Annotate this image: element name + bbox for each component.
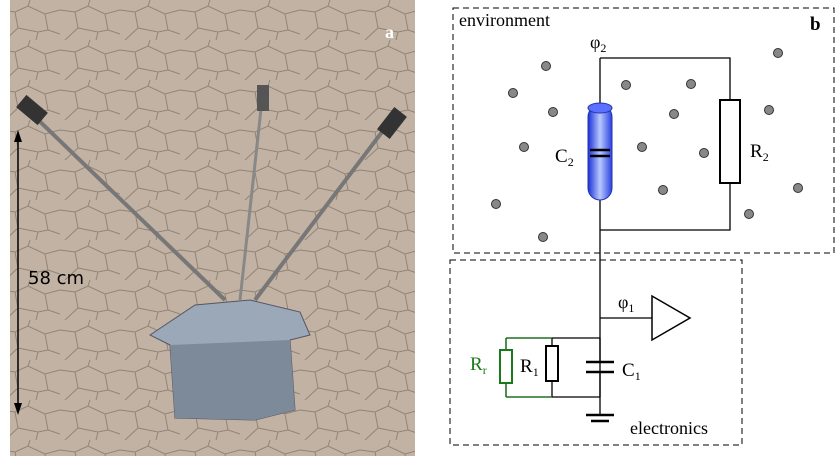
- electronics-label: electronics: [630, 418, 708, 438]
- page: 58 cm a environment b electronics φ2 C2 …: [0, 0, 835, 463]
- phi1-label: φ1: [618, 292, 634, 315]
- phi2-label: φ2: [590, 32, 606, 55]
- c1-label: C1: [622, 360, 641, 383]
- panel-label: b: [810, 14, 821, 35]
- resistor-r2: [720, 100, 740, 183]
- scale-label: 58 cm: [28, 268, 84, 289]
- r1-label: R1: [520, 356, 539, 379]
- r2-label: R2: [750, 141, 769, 164]
- rr-label: Rr: [470, 354, 487, 377]
- resistor-rr: [500, 350, 512, 383]
- circuit: environment b electronics φ2 C2 R2 φ1 R1…: [450, 8, 834, 445]
- c2-label: C2: [555, 146, 574, 169]
- resistor-r1: [546, 346, 558, 381]
- capacitor-c2: [588, 105, 612, 200]
- environment-box: [453, 8, 834, 253]
- amplifier: [652, 296, 690, 340]
- wire: [600, 58, 730, 415]
- ground-symbol: [586, 415, 614, 421]
- environment-label: environment: [459, 10, 550, 30]
- figure: 58 cm a environment b electronics φ2 C2 …: [0, 0, 835, 463]
- photo: 58 cm a: [10, 0, 415, 456]
- panel-label: a: [385, 22, 394, 42]
